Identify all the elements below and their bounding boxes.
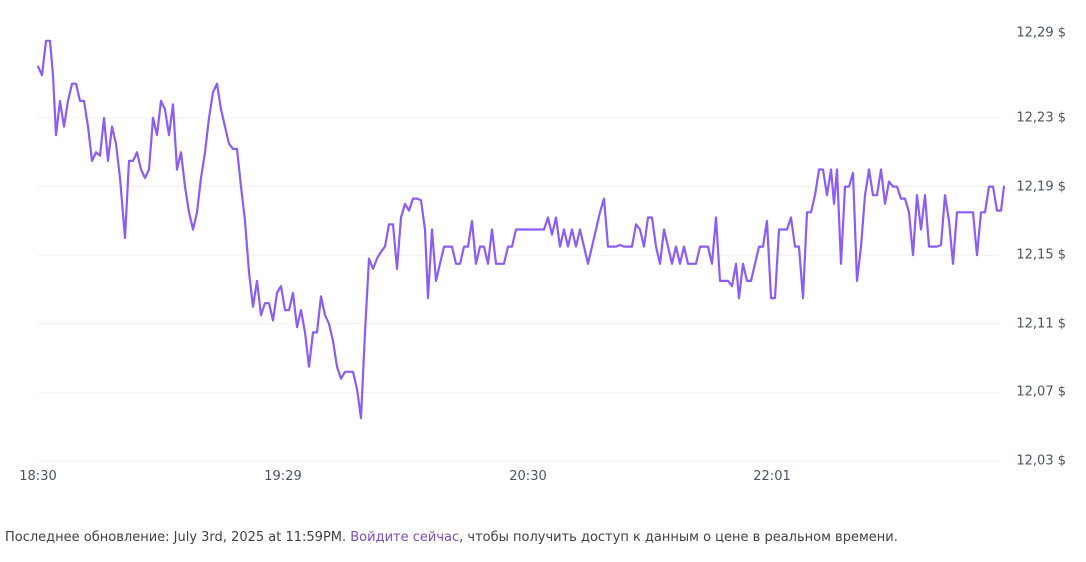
y-axis-label: 12,03 $ (1016, 453, 1066, 469)
y-axis-label: 12,11 $ (1016, 316, 1066, 332)
y-axis-label: 12,23 $ (1016, 110, 1066, 126)
last-update-text: Последнее обновление: July 3rd, 2025 at … (5, 530, 351, 545)
y-axis-label: 12,29 $ (1016, 25, 1066, 41)
x-axis-label: 18:30 (19, 469, 57, 484)
chart-plot-area (36, 39, 1006, 462)
y-axis-label: 12,19 $ (1016, 179, 1066, 195)
login-now-link[interactable]: Войдите сейчас (350, 530, 460, 545)
realtime-access-text: , чтобы получить доступ к данным о цене … (459, 530, 898, 545)
x-axis-label: 20:30 (509, 469, 547, 484)
price-line (36, 39, 1006, 420)
x-axis-label: 19:29 (264, 469, 302, 484)
price-chart: 12,29 $ 12,23 $ 12,19 $ 12,15 $ 12,11 $ 12,07… (19, 25, 1066, 485)
y-axis-label: 12,07 $ (1016, 384, 1066, 400)
x-axis-label: 22:01 (753, 469, 791, 484)
y-axis-label: 12,15 $ (1016, 247, 1066, 263)
last-update-notice: Последнее обновление: July 3rd, 2025 at … (5, 530, 898, 545)
